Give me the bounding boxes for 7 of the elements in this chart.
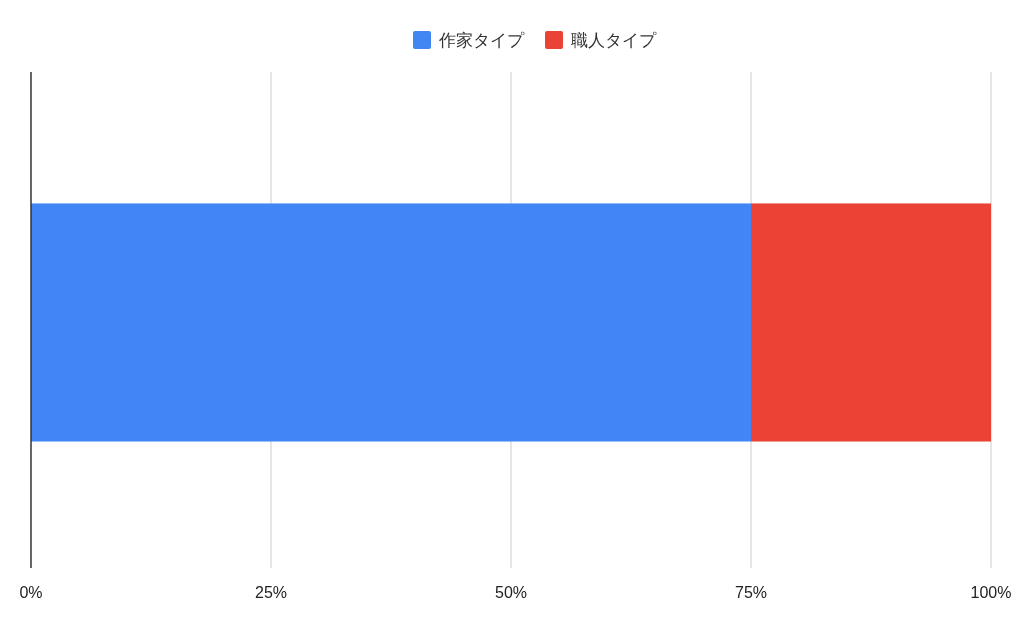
x-tick-label: 75% <box>734 584 768 601</box>
legend-label: 作家タイプ <box>438 30 525 50</box>
x-tick-label: 0% <box>19 584 43 601</box>
x-tick-label: 100% <box>970 584 1012 601</box>
x-tick-label: 25% <box>254 584 288 601</box>
legend-label: 職人タイプ <box>571 30 657 50</box>
x-tick-label: 50% <box>494 584 528 601</box>
